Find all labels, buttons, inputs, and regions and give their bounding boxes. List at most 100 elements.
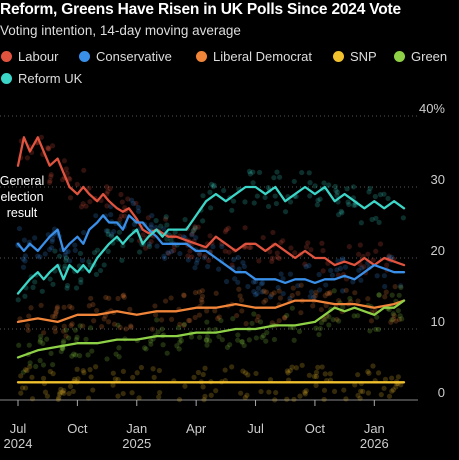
legend-item-green: Green — [394, 49, 447, 64]
poll-dot — [265, 203, 272, 210]
poll-dot — [192, 224, 198, 230]
poll-dot — [302, 261, 308, 267]
poll-dot — [268, 294, 274, 300]
legend-label: Liberal Democrat — [213, 49, 312, 64]
poll-dot — [191, 374, 197, 380]
poll-dot — [356, 251, 362, 257]
poll-dot — [154, 243, 160, 249]
poll-dot — [78, 279, 84, 286]
poll-dot — [45, 145, 51, 151]
poll-dot — [17, 316, 23, 322]
poll-dot — [213, 326, 219, 333]
poll-dot — [106, 295, 112, 301]
poll-dot — [384, 262, 390, 268]
poll-dot — [357, 242, 363, 248]
y-tick-label: 40% — [419, 101, 445, 116]
poll-dot — [59, 177, 66, 183]
poll-dot — [256, 169, 263, 176]
legend-swatch — [394, 51, 405, 62]
poll-dot — [146, 241, 152, 247]
poll-dot — [241, 263, 247, 270]
poll-dot — [52, 248, 58, 254]
poll-dot — [223, 227, 230, 233]
poll-dot — [192, 265, 198, 271]
poll-dot — [86, 303, 92, 309]
poll-dot — [343, 396, 349, 402]
poll-dot — [261, 288, 267, 294]
poll-dot — [326, 291, 333, 297]
poll-dot — [291, 396, 297, 403]
poll-dot — [108, 233, 115, 239]
poll-dot — [277, 295, 283, 301]
poll-dot — [239, 308, 245, 314]
poll-dot — [120, 368, 126, 375]
poll-dot — [59, 389, 65, 395]
poll-dot — [237, 293, 243, 299]
poll-dot — [358, 220, 364, 226]
poll-dot — [189, 231, 195, 237]
poll-dot — [229, 262, 235, 268]
poll-dot — [287, 199, 294, 205]
poll-dot — [143, 245, 149, 251]
poll-dot — [288, 245, 294, 251]
poll-dot — [32, 279, 38, 285]
annotation-text: General — [0, 174, 44, 188]
poll-dot — [58, 386, 64, 392]
poll-dot — [91, 250, 98, 256]
poll-dot — [116, 354, 122, 360]
poll-dot — [162, 216, 169, 222]
poll-dot — [58, 348, 64, 355]
poll-dot — [105, 248, 111, 254]
poll-dot — [289, 292, 295, 299]
poll-dot — [60, 340, 66, 346]
poll-dot — [337, 265, 344, 272]
poll-dot — [181, 321, 188, 327]
poll-dot — [165, 250, 172, 256]
poll-dot — [56, 391, 63, 397]
poll-dot — [187, 248, 193, 254]
poll-dot — [41, 330, 47, 336]
poll-dot — [24, 155, 31, 161]
poll-dot — [169, 316, 175, 322]
poll-dot — [280, 276, 286, 282]
poll-dot — [390, 387, 396, 393]
poll-dot — [312, 183, 318, 189]
poll-dot — [345, 199, 351, 205]
poll-dot — [376, 292, 382, 298]
poll-dot — [285, 370, 291, 376]
poll-dot — [229, 207, 235, 213]
poll-dot — [284, 368, 290, 374]
poll-dot — [274, 169, 280, 175]
poll-dot — [120, 390, 126, 397]
poll-dot — [311, 294, 317, 300]
poll-dot — [373, 215, 379, 221]
poll-dot — [63, 333, 69, 339]
poll-dot — [359, 265, 365, 271]
series-line-reform-uk — [16, 185, 406, 295]
poll-dot — [83, 203, 89, 209]
poll-dot — [274, 250, 280, 256]
poll-dot — [307, 180, 313, 186]
poll-dot — [20, 369, 26, 375]
poll-dot — [129, 390, 135, 396]
poll-dot — [158, 317, 165, 323]
poll-dot — [326, 322, 332, 328]
poll-dot — [243, 321, 249, 327]
poll-dot — [37, 254, 43, 260]
poll-dot — [213, 290, 219, 296]
poll-dot — [62, 263, 68, 269]
poll-dot — [40, 362, 47, 368]
poll-dot — [278, 271, 284, 277]
poll-dot — [251, 289, 257, 295]
poll-dot — [46, 145, 52, 151]
poll-dot — [208, 392, 214, 398]
poll-dot — [66, 390, 72, 397]
poll-dot — [308, 247, 314, 253]
poll-dot — [215, 315, 221, 322]
poll-dot — [197, 251, 203, 258]
poll-dot — [250, 279, 257, 285]
poll-dot — [40, 375, 47, 381]
poll-dot — [72, 247, 78, 253]
poll-dot — [209, 181, 215, 187]
poll-dot — [315, 197, 321, 203]
